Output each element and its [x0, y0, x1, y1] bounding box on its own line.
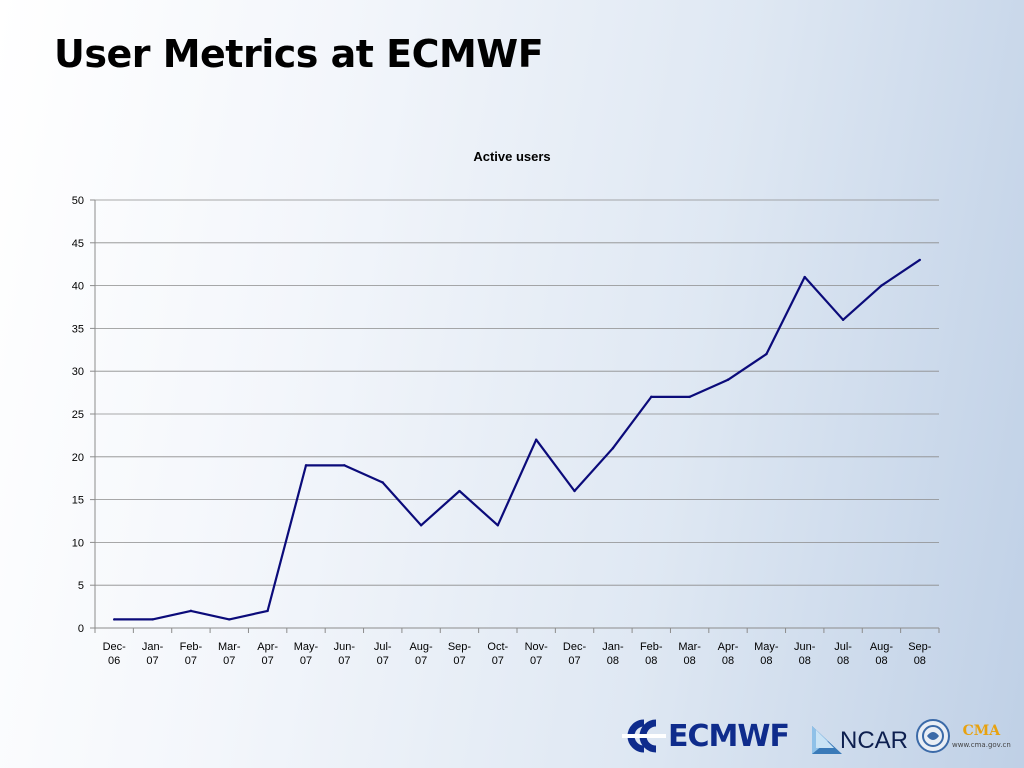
- ecmwf-logo-text: ECMWF: [668, 718, 790, 754]
- x-tick-label: Oct-07: [487, 641, 508, 667]
- gridlines: [95, 199, 939, 586]
- x-tick-label: Aug-08: [870, 641, 894, 667]
- data-point: [650, 395, 653, 399]
- data-point: [918, 258, 922, 262]
- data-point: [419, 524, 423, 527]
- series-group: [112, 258, 922, 621]
- cma-logo: CMA www.cma.gov.cn: [916, 714, 1011, 758]
- data-point: [534, 438, 538, 441]
- x-tick-label: Dec-06: [103, 641, 127, 667]
- data-point: [841, 318, 845, 322]
- data-point: [496, 524, 500, 527]
- x-tick-label: May-07: [294, 641, 319, 667]
- data-point: [343, 464, 346, 467]
- data-point: [151, 618, 154, 621]
- y-tick-label: 30: [72, 366, 84, 378]
- x-tick-label: Mar-08: [678, 641, 701, 667]
- data-point: [573, 489, 576, 493]
- ncar-logo-text: NCAR: [840, 727, 909, 754]
- axes: [90, 199, 940, 633]
- y-tick-label: 50: [72, 195, 84, 207]
- logo-strip: ECMWF NCAR CMA www.cma.gov.cn: [620, 712, 1020, 760]
- x-tick-label: Feb-08: [640, 641, 663, 667]
- cma-url: www.cma.gov.cn: [952, 741, 1011, 749]
- x-tick-label: Jan-07: [142, 641, 164, 667]
- data-point: [803, 275, 806, 279]
- y-tick-label: 10: [72, 537, 84, 549]
- data-point: [765, 352, 768, 356]
- y-tick-label: 15: [72, 495, 84, 507]
- x-tick-label: Nov-07: [525, 641, 549, 667]
- data-point: [304, 464, 308, 467]
- y-tick-label: 45: [72, 238, 84, 250]
- x-tick-label: Dec-07: [563, 641, 587, 667]
- data-point: [726, 378, 730, 381]
- ecmwf-mark-icon: [622, 719, 666, 753]
- y-tick-label: 40: [72, 281, 84, 293]
- x-tick-label: Sep-08: [908, 641, 932, 667]
- ncar-mark-icon: [812, 726, 842, 754]
- y-tick-label: 0: [78, 623, 84, 635]
- x-tick-label: Jan-08: [602, 641, 624, 667]
- ncar-logo: NCAR: [812, 718, 908, 754]
- line-chart: Active users 0 5 10 15 20 25 30 35 40 45 50 Dec-06…: [72, 149, 940, 667]
- data-point: [189, 609, 193, 613]
- y-tick-labels: 0 5 10 15 20 25 30 35 40 45 50: [72, 195, 84, 635]
- data-point: [112, 618, 116, 621]
- x-tick-label: Apr-07: [257, 641, 278, 667]
- x-tick-label: May-08: [754, 641, 779, 667]
- data-point: [228, 618, 231, 621]
- cma-logo-text: CMA: [962, 723, 1001, 739]
- y-tick-label: 20: [72, 452, 84, 464]
- data-point: [880, 284, 883, 287]
- y-tick-label: 35: [72, 323, 84, 335]
- x-tick-label: Jun-07: [334, 641, 356, 667]
- cma-seal-icon: [916, 719, 950, 753]
- chart-title: Active users: [473, 149, 550, 164]
- x-tick-label: Jul-07: [374, 641, 392, 667]
- x-tick-label: Feb-07: [180, 641, 203, 667]
- y-tick-label: 25: [72, 409, 84, 421]
- slide-title: User Metrics at ECMWF: [54, 32, 544, 76]
- x-tick-label: Mar-07: [218, 641, 241, 667]
- data-point: [266, 609, 269, 613]
- x-tick-label: Jun-08: [794, 641, 816, 667]
- x-tick-label: Sep-07: [448, 641, 472, 667]
- data-point: [688, 395, 691, 399]
- ecmwf-logo: ECMWF: [622, 716, 790, 756]
- series-line-0: [114, 258, 921, 621]
- x-tick-label: Aug-07: [409, 641, 433, 667]
- data-point: [381, 481, 384, 484]
- x-tick-labels: Dec-06 Jan-07 Feb-07 Mar-07 Apr-07 May-07 Jun-…: [103, 641, 932, 667]
- data-point: [458, 489, 461, 493]
- y-tick-label: 5: [78, 580, 84, 592]
- x-tick-label: Apr-08: [718, 641, 739, 667]
- x-tick-label: Jul-08: [834, 641, 852, 667]
- data-point: [611, 447, 615, 450]
